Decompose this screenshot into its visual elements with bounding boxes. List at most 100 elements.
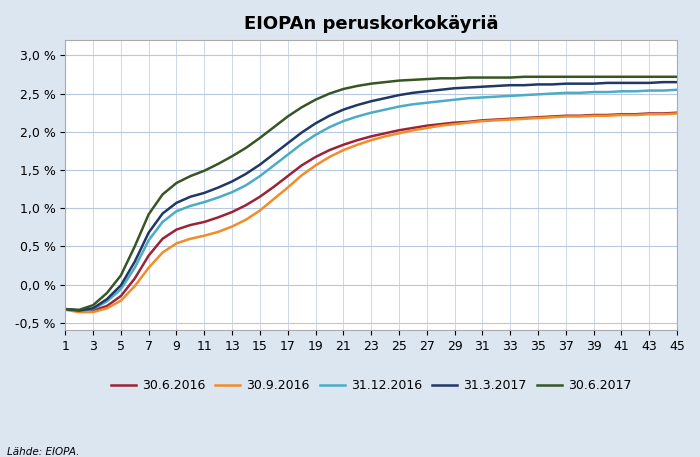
30.9.2016 — [617, 112, 626, 118]
31.3.2017 — [130, 259, 139, 265]
31.3.2017 — [492, 83, 500, 89]
31.3.2017 — [256, 162, 264, 167]
31.12.2016 — [575, 90, 584, 96]
30.9.2016 — [395, 131, 403, 136]
30.9.2016 — [673, 111, 681, 116]
30.6.2016 — [381, 131, 389, 136]
31.12.2016 — [339, 118, 347, 124]
31.12.2016 — [214, 195, 223, 200]
31.3.2017 — [172, 200, 181, 206]
30.6.2016 — [130, 276, 139, 281]
30.9.2016 — [450, 122, 459, 127]
31.3.2017 — [367, 99, 375, 104]
31.3.2017 — [214, 185, 223, 190]
31.12.2016 — [645, 88, 654, 93]
30.6.2016 — [423, 123, 431, 128]
31.3.2017 — [158, 211, 167, 216]
30.9.2016 — [645, 112, 654, 117]
31.3.2017 — [589, 81, 598, 86]
30.6.2016 — [353, 138, 361, 143]
31.3.2017 — [561, 81, 570, 86]
30.9.2016 — [256, 208, 264, 213]
30.9.2016 — [172, 240, 181, 246]
30.6.2017 — [561, 74, 570, 80]
31.3.2017 — [478, 84, 486, 90]
30.6.2017 — [437, 75, 445, 81]
31.3.2017 — [228, 179, 237, 184]
30.6.2017 — [673, 74, 681, 80]
31.3.2017 — [575, 81, 584, 86]
30.9.2016 — [631, 112, 640, 118]
30.6.2016 — [395, 128, 403, 133]
30.9.2016 — [381, 133, 389, 139]
31.3.2017 — [673, 80, 681, 85]
30.9.2016 — [367, 138, 375, 143]
31.3.2017 — [117, 282, 125, 288]
30.6.2016 — [214, 215, 223, 220]
31.3.2017 — [464, 85, 473, 90]
30.9.2016 — [284, 185, 292, 190]
30.6.2017 — [339, 86, 347, 92]
31.12.2016 — [617, 89, 626, 94]
30.6.2017 — [645, 74, 654, 80]
Line: 31.3.2017: 31.3.2017 — [65, 82, 677, 311]
30.6.2016 — [520, 115, 528, 121]
31.3.2017 — [89, 306, 97, 311]
30.6.2017 — [409, 77, 417, 83]
30.6.2017 — [186, 173, 195, 179]
30.6.2017 — [103, 290, 111, 296]
30.6.2017 — [228, 154, 237, 159]
30.9.2016 — [158, 250, 167, 255]
30.6.2016 — [450, 120, 459, 125]
31.3.2017 — [61, 306, 69, 312]
31.12.2016 — [367, 110, 375, 116]
30.6.2017 — [172, 180, 181, 186]
30.6.2017 — [659, 74, 667, 80]
31.12.2016 — [89, 306, 97, 312]
30.6.2017 — [214, 161, 223, 167]
30.9.2016 — [478, 118, 486, 124]
30.9.2016 — [117, 298, 125, 303]
31.12.2016 — [298, 141, 306, 147]
31.3.2017 — [450, 85, 459, 91]
31.12.2016 — [186, 203, 195, 209]
30.6.2016 — [492, 117, 500, 122]
30.9.2016 — [437, 123, 445, 128]
30.6.2017 — [589, 74, 598, 80]
31.3.2017 — [241, 171, 250, 176]
31.12.2016 — [130, 265, 139, 271]
31.3.2017 — [423, 89, 431, 94]
31.3.2017 — [284, 140, 292, 146]
Title: EIOPAn peruskorkokäyriä: EIOPAn peruskorkokäyriä — [244, 15, 498, 33]
30.6.2016 — [228, 209, 237, 215]
30.9.2016 — [339, 148, 347, 153]
Text: Lähde: EIOPA.: Lähde: EIOPA. — [7, 446, 80, 457]
30.6.2016 — [561, 113, 570, 118]
31.3.2017 — [353, 102, 361, 108]
30.6.2017 — [256, 135, 264, 141]
30.6.2017 — [298, 105, 306, 110]
30.6.2017 — [353, 83, 361, 89]
30.9.2016 — [130, 283, 139, 289]
31.12.2016 — [75, 308, 83, 314]
30.6.2016 — [659, 111, 667, 116]
30.6.2016 — [103, 303, 111, 309]
30.6.2016 — [673, 110, 681, 116]
31.12.2016 — [506, 93, 514, 99]
30.6.2016 — [547, 114, 556, 119]
30.6.2017 — [534, 74, 542, 80]
31.12.2016 — [631, 89, 640, 94]
31.12.2016 — [603, 89, 612, 95]
30.6.2017 — [326, 91, 334, 96]
31.12.2016 — [144, 238, 153, 243]
30.6.2016 — [631, 112, 640, 117]
31.3.2017 — [437, 87, 445, 92]
31.12.2016 — [547, 91, 556, 96]
30.6.2016 — [298, 163, 306, 168]
30.6.2016 — [589, 112, 598, 118]
30.6.2016 — [437, 122, 445, 127]
30.6.2016 — [506, 116, 514, 122]
30.6.2017 — [575, 74, 584, 80]
30.6.2016 — [284, 173, 292, 179]
30.6.2017 — [395, 78, 403, 83]
